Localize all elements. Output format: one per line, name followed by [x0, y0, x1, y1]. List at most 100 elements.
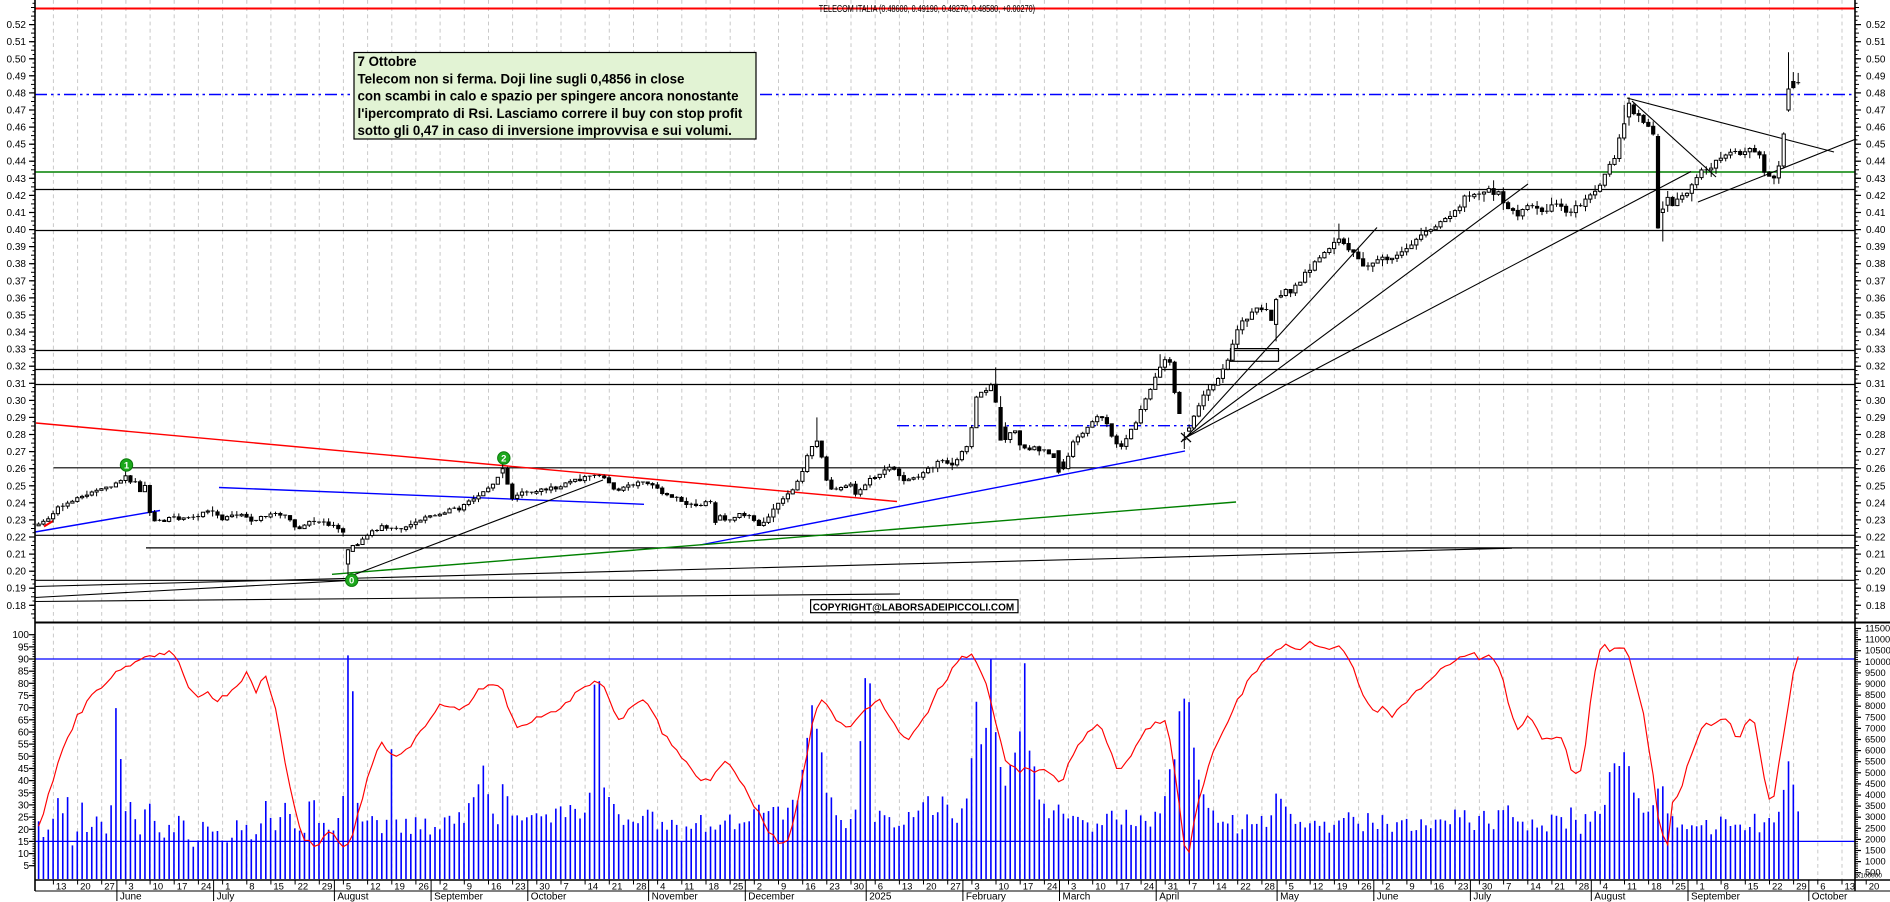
- svg-text:5: 5: [1289, 882, 1294, 893]
- svg-text:60: 60: [18, 728, 30, 739]
- svg-text:70: 70: [18, 703, 30, 714]
- svg-text:0.28: 0.28: [7, 430, 27, 441]
- svg-text:11500: 11500: [1865, 624, 1890, 634]
- svg-text:28: 28: [1579, 882, 1590, 893]
- svg-text:0.44: 0.44: [7, 157, 27, 168]
- svg-text:x100000: x100000: [1857, 873, 1882, 880]
- svg-text:17: 17: [1023, 882, 1034, 893]
- svg-text:2: 2: [501, 453, 506, 464]
- svg-text:July: July: [1473, 892, 1491, 902]
- svg-text:3: 3: [974, 882, 979, 893]
- svg-text:0.30: 0.30: [7, 396, 27, 407]
- svg-text:8500: 8500: [1865, 690, 1886, 700]
- svg-text:25: 25: [733, 882, 744, 893]
- svg-text:15: 15: [273, 882, 284, 893]
- svg-text:20: 20: [926, 882, 937, 893]
- svg-text:April: April: [1159, 892, 1179, 902]
- svg-text:0.49: 0.49: [1866, 71, 1886, 82]
- svg-text:24: 24: [201, 882, 212, 893]
- svg-text:55: 55: [18, 740, 30, 751]
- svg-text:13: 13: [56, 882, 67, 893]
- svg-text:0.42: 0.42: [1866, 191, 1886, 202]
- svg-text:8: 8: [1724, 882, 1729, 893]
- svg-text:10: 10: [1095, 882, 1106, 893]
- svg-text:3000: 3000: [1865, 812, 1886, 822]
- svg-text:0.50: 0.50: [1866, 54, 1886, 65]
- svg-text:16: 16: [1434, 882, 1445, 893]
- svg-text:0.26: 0.26: [1866, 464, 1886, 475]
- svg-text:80: 80: [18, 679, 30, 690]
- svg-text:25: 25: [18, 813, 30, 824]
- svg-text:1000: 1000: [1865, 857, 1886, 867]
- svg-text:9000: 9000: [1865, 679, 1886, 689]
- svg-text:7: 7: [1192, 882, 1197, 893]
- svg-text:28: 28: [636, 882, 647, 893]
- svg-text:22: 22: [1772, 882, 1783, 893]
- svg-text:0.46: 0.46: [1866, 123, 1886, 134]
- svg-text:27: 27: [950, 882, 961, 893]
- svg-text:0.34: 0.34: [1866, 328, 1886, 339]
- svg-text:75: 75: [18, 691, 30, 702]
- svg-text:0: 0: [349, 576, 354, 587]
- svg-text:15: 15: [18, 837, 30, 848]
- svg-text:0.45: 0.45: [1866, 140, 1886, 151]
- svg-text:13: 13: [1845, 882, 1856, 893]
- svg-text:0.28: 0.28: [1866, 430, 1886, 441]
- svg-text:September: September: [1691, 892, 1741, 902]
- svg-text:30: 30: [539, 882, 550, 893]
- svg-text:0.35: 0.35: [7, 311, 27, 322]
- svg-text:0.19: 0.19: [1866, 584, 1886, 595]
- svg-text:0.37: 0.37: [1866, 276, 1886, 287]
- svg-text:1500: 1500: [1865, 846, 1886, 856]
- svg-text:85: 85: [18, 667, 30, 678]
- svg-text:17: 17: [177, 882, 188, 893]
- svg-text:0.50: 0.50: [7, 54, 27, 65]
- svg-text:0.22: 0.22: [7, 533, 27, 544]
- svg-text:0.20: 0.20: [7, 567, 27, 578]
- svg-text:0.43: 0.43: [7, 174, 27, 185]
- svg-text:0.39: 0.39: [1866, 242, 1886, 253]
- svg-text:0.20: 0.20: [1866, 567, 1886, 578]
- svg-text:November: November: [652, 892, 699, 902]
- svg-text:September: September: [434, 892, 484, 902]
- svg-text:0.27: 0.27: [7, 447, 27, 458]
- svg-text:4500: 4500: [1865, 779, 1886, 789]
- svg-text:2: 2: [1385, 882, 1390, 893]
- svg-text:0.51: 0.51: [7, 37, 27, 48]
- svg-text:13: 13: [902, 882, 913, 893]
- svg-text:27: 27: [104, 882, 115, 893]
- svg-text:10: 10: [18, 849, 30, 860]
- svg-text:0.40: 0.40: [1866, 225, 1886, 236]
- svg-text:100: 100: [12, 630, 29, 641]
- svg-text:9500: 9500: [1865, 668, 1886, 678]
- svg-text:7500: 7500: [1865, 712, 1886, 722]
- svg-text:10: 10: [153, 882, 164, 893]
- svg-text:March: March: [1063, 892, 1091, 902]
- svg-text:35: 35: [18, 788, 30, 799]
- svg-text:65: 65: [18, 715, 30, 726]
- svg-text:8: 8: [249, 882, 254, 893]
- svg-text:0.41: 0.41: [7, 208, 27, 219]
- svg-text:0.38: 0.38: [7, 259, 27, 270]
- svg-text:3: 3: [128, 882, 133, 893]
- svg-text:0.25: 0.25: [7, 481, 27, 492]
- svg-text:0.29: 0.29: [1866, 413, 1886, 424]
- svg-text:0.42: 0.42: [7, 191, 27, 202]
- svg-text:0.31: 0.31: [1866, 379, 1886, 390]
- svg-text:20: 20: [1869, 882, 1880, 893]
- svg-text:17: 17: [1119, 882, 1130, 893]
- svg-text:0.33: 0.33: [7, 345, 27, 356]
- svg-text:May: May: [1280, 892, 1299, 902]
- svg-text:0.30: 0.30: [1866, 396, 1886, 407]
- svg-text:16: 16: [805, 882, 816, 893]
- svg-text:23: 23: [515, 882, 526, 893]
- svg-text:20: 20: [18, 825, 30, 836]
- svg-text:30: 30: [854, 882, 865, 893]
- svg-text:June: June: [120, 892, 142, 902]
- svg-text:con scambi in calo e spazio pe: con scambi in calo e spazio per spingere…: [358, 88, 739, 103]
- svg-text:0.48: 0.48: [1866, 88, 1886, 99]
- svg-text:23: 23: [1458, 882, 1469, 893]
- svg-text:0.32: 0.32: [7, 362, 27, 373]
- svg-text:0.23: 0.23: [7, 515, 27, 526]
- svg-text:0.47: 0.47: [7, 106, 27, 117]
